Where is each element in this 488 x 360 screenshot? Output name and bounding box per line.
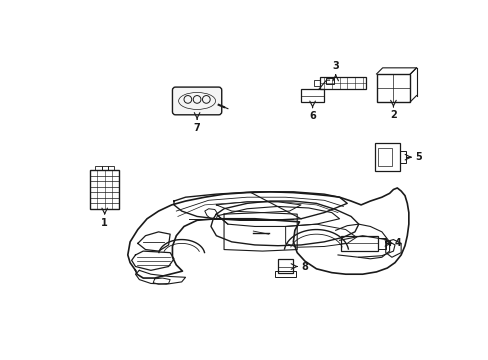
Text: 8: 8 [301, 261, 307, 271]
Bar [377, 238, 385, 249]
Bar [102, 166, 107, 170]
Bar [301, 89, 324, 102]
Text: 5: 5 [414, 152, 421, 162]
Bar [95, 166, 102, 170]
Bar [399, 151, 405, 163]
Text: 6: 6 [308, 111, 315, 121]
Text: 2: 2 [389, 110, 396, 120]
Text: 4: 4 [394, 238, 401, 248]
Bar [90, 170, 119, 209]
Text: 1: 1 [101, 218, 108, 228]
Bar [376, 74, 409, 102]
Bar [341, 236, 377, 251]
Bar [277, 259, 293, 273]
Text: 3: 3 [332, 61, 338, 71]
FancyBboxPatch shape [172, 87, 221, 115]
Bar [377, 148, 391, 166]
Bar [320, 77, 366, 89]
Bar [274, 271, 296, 277]
Text: 7: 7 [193, 122, 200, 132]
Bar [374, 143, 399, 171]
Bar [107, 166, 114, 170]
Bar [326, 78, 333, 84]
Bar [313, 80, 320, 86]
